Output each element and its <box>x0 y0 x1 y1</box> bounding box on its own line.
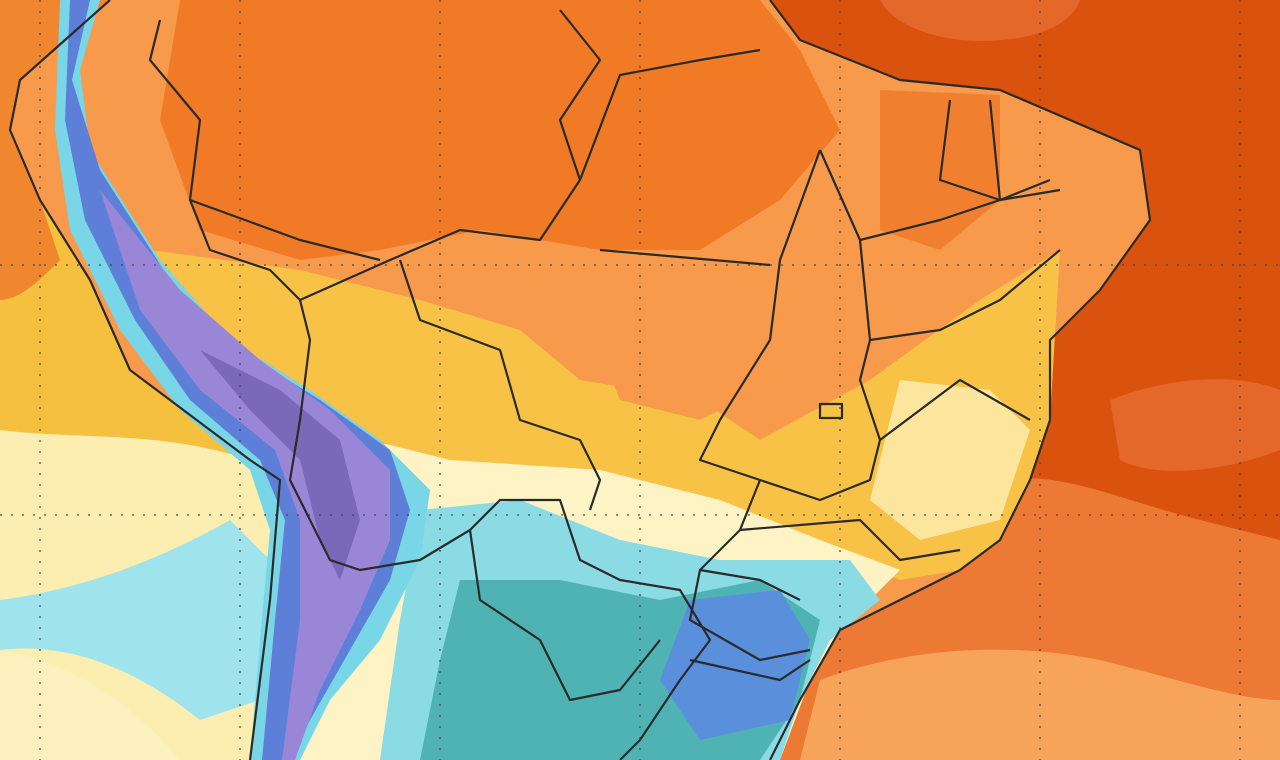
southern-borders <box>288 299 712 760</box>
land-warm-patch <box>580 290 780 420</box>
pacific-cool-south <box>0 650 180 760</box>
land-mild-patch <box>870 380 1030 540</box>
pacific-warm <box>0 0 110 300</box>
andes-coldest <box>100 190 390 760</box>
andes-peaks <box>200 350 360 580</box>
pacific-coastline <box>8 0 282 760</box>
paraguay-border <box>468 529 661 702</box>
borders <box>8 0 1152 760</box>
state-borders <box>189 48 1061 682</box>
atlantic-coastline <box>769 0 1152 760</box>
land-warm-center <box>150 250 1060 580</box>
bolivia-border <box>398 259 602 511</box>
brazil-north-border <box>148 9 602 302</box>
land-coldest-south <box>660 590 810 740</box>
ocean-patch <box>880 0 1080 41</box>
pacific-cold <box>0 520 270 720</box>
federal-district <box>818 402 844 420</box>
ocean-patch <box>1110 379 1280 471</box>
land-hot-north <box>160 0 840 260</box>
